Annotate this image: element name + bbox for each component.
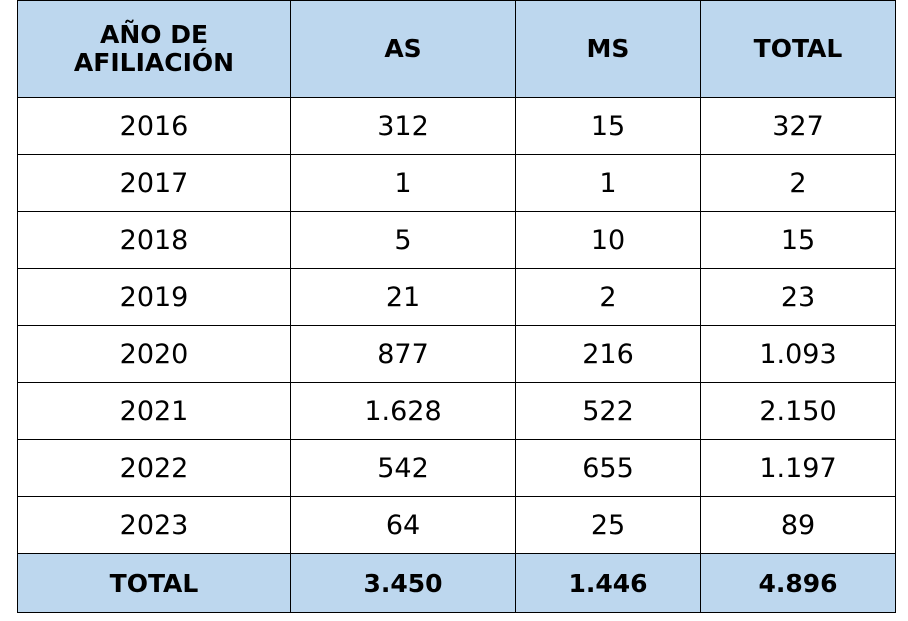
table-cell: 1.093	[700, 325, 896, 383]
table-cell: 522	[515, 382, 701, 440]
table-body: 2016 312 15 327 2017 1 1 2 2018 5 10 15 2019 21 2 23 202…	[17, 97, 896, 613]
table-cell: 655	[515, 439, 701, 497]
total-cell: 1.446	[515, 553, 701, 613]
table-cell: 23	[700, 268, 896, 326]
table-cell: 2020	[17, 325, 291, 383]
table-cell: 15	[515, 97, 701, 155]
table-cell: 2018	[17, 211, 291, 269]
table-row: 2017 1 1 2	[17, 154, 896, 212]
table-cell: 2.150	[700, 382, 896, 440]
table-cell: 2017	[17, 154, 291, 212]
header-cell: AÑO DE AFILIACIÓN	[17, 0, 291, 98]
table-cell: 1.628	[290, 382, 516, 440]
header-cell: TOTAL	[700, 0, 896, 98]
table-cell: 542	[290, 439, 516, 497]
table-cell: 25	[515, 496, 701, 554]
total-cell: TOTAL	[17, 553, 291, 613]
table-cell: 10	[515, 211, 701, 269]
table-cell: 216	[515, 325, 701, 383]
table-cell: 1.197	[700, 439, 896, 497]
table-cell: 2019	[17, 268, 291, 326]
table-cell: 5	[290, 211, 516, 269]
table-cell: 327	[700, 97, 896, 155]
table-cell: 2016	[17, 97, 291, 155]
data-table: AÑO DE AFILIACIÓN AS MS TOTAL 2016 312 15 327 2…	[17, 0, 896, 613]
table-cell: 2	[515, 268, 701, 326]
table-cell: 312	[290, 97, 516, 155]
table-row: 2018 5 10 15	[17, 211, 896, 269]
table-row: 2020 877 216 1.093	[17, 325, 896, 383]
table-cell: 877	[290, 325, 516, 383]
table-cell: 1	[515, 154, 701, 212]
table-cell: 2023	[17, 496, 291, 554]
total-cell: 4.896	[700, 553, 896, 613]
table-cell: 15	[700, 211, 896, 269]
table-row: 2021 1.628 522 2.150	[17, 382, 896, 440]
table-cell: 2021	[17, 382, 291, 440]
table-cell: 64	[290, 496, 516, 554]
header-row: AÑO DE AFILIACIÓN AS MS TOTAL	[17, 0, 896, 98]
table-row: 2023 64 25 89	[17, 496, 896, 554]
table-cell: 89	[700, 496, 896, 554]
table-row: 2022 542 655 1.197	[17, 439, 896, 497]
table-cell: 2	[700, 154, 896, 212]
total-cell: 3.450	[290, 553, 516, 613]
table-cell: 21	[290, 268, 516, 326]
header-cell: MS	[515, 0, 701, 98]
table-row: 2019 21 2 23	[17, 268, 896, 326]
total-row: TOTAL 3.450 1.446 4.896	[17, 553, 896, 613]
table-cell: 1	[290, 154, 516, 212]
table-cell: 2022	[17, 439, 291, 497]
header-cell: AS	[290, 0, 516, 98]
table-row: 2016 312 15 327	[17, 97, 896, 155]
